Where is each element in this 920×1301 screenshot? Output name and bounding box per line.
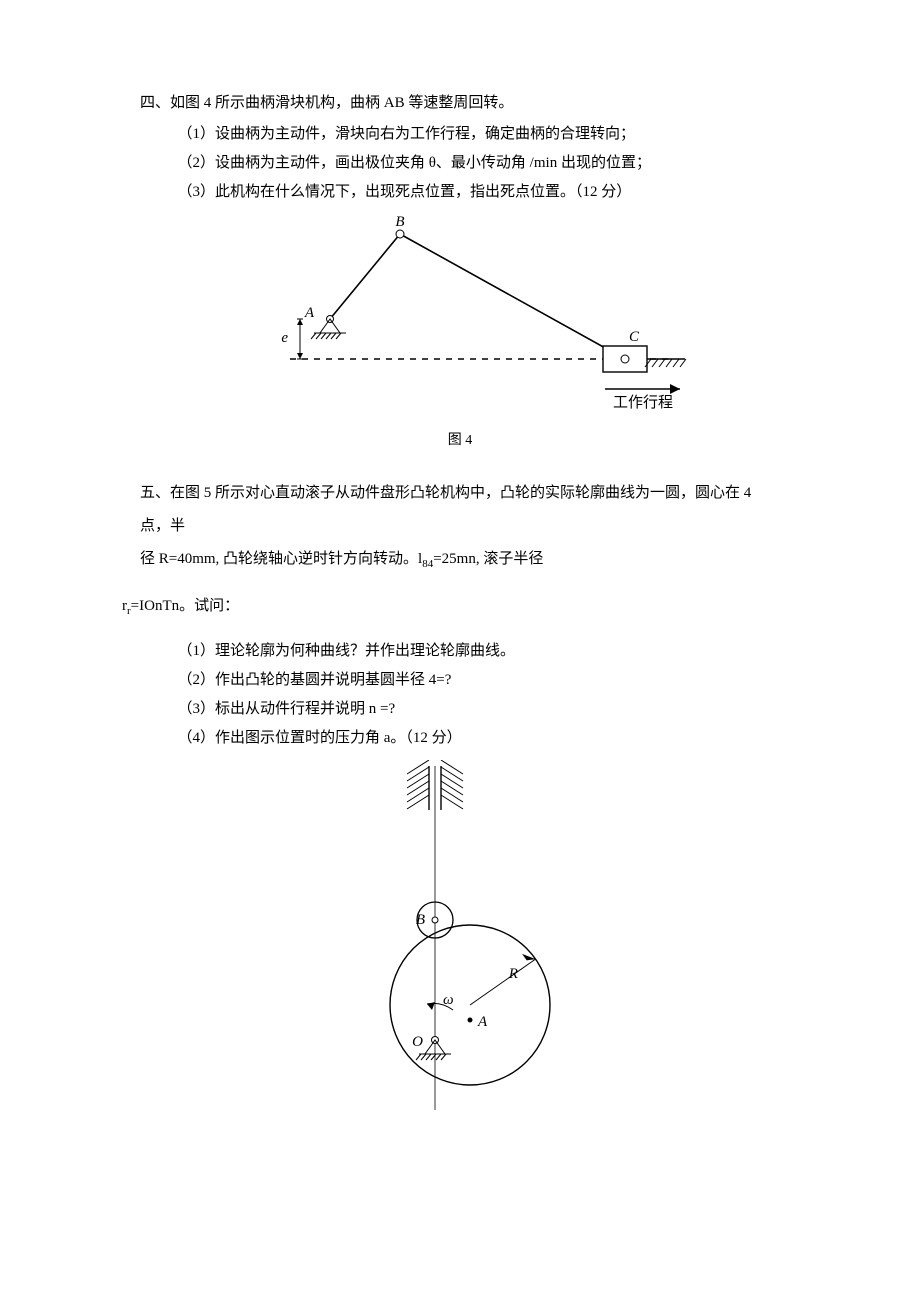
svg-text:e: e — [281, 330, 288, 346]
q5-para1: 五、在图 5 所示对心直动滚子从动件盘形凸轮机构中，凸轮的实际轮廓曲线为一圆，圆… — [140, 477, 780, 576]
q5-sub4: （4）作出图示位置时的压力角 a。（12 分） — [140, 725, 780, 752]
figure-5-svg: B O A Rω — [340, 760, 580, 1120]
q5-para1a: 五、在图 5 所示对心直动滚子从动件盘形凸轮机构中，凸轮的实际轮廓曲线为一圆，圆… — [140, 485, 751, 534]
q4-sub3: （3）此机构在什么情况下，出现死点位置，指出死点位置。（12 分） — [140, 179, 780, 206]
svg-text:R: R — [508, 966, 518, 982]
q5-sub1: （1）理论轮廓为何种曲线？并作出理论轮廓曲线。 — [140, 638, 780, 665]
svg-text:ω: ω — [443, 992, 454, 1008]
figure-4-svg: eA B C 工作行程 — [230, 214, 690, 414]
svg-text:A: A — [304, 305, 315, 321]
q5-sub2: （2）作出凸轮的基圆并说明基圆半径 4=? — [140, 667, 780, 694]
svg-text:B: B — [416, 912, 425, 928]
svg-text:O: O — [412, 1034, 423, 1050]
q5-sub3: （3）标出从动件行程并说明 n =? — [140, 696, 780, 723]
q4-head: 四、如图 4 所示曲柄滑块机构，曲柄 AB 等速整周回转。 — [140, 90, 780, 117]
q5-para2: rr=IOnTn。试问： — [122, 590, 780, 623]
q5-para1b-sub: 84 — [422, 558, 433, 570]
q5-para2-tail: =IOnTn。试问： — [131, 598, 239, 614]
svg-text:工作行程: 工作行程 — [613, 394, 673, 411]
page: 四、如图 4 所示曲柄滑块机构，曲柄 AB 等速整周回转。 （1）设曲柄为主动件… — [0, 0, 920, 1214]
svg-text:A: A — [477, 1014, 488, 1030]
q4-sub1: （1）设曲柄为主动件，滑块向右为工作行程，确定曲柄的合理转向； — [140, 121, 780, 148]
svg-text:B: B — [395, 214, 404, 230]
figure-5: B O A Rω — [140, 760, 780, 1130]
figure-4-caption: 图 4 — [140, 428, 780, 453]
q4-sub2: （2）设曲柄为主动件，画出极位夹角 θ、最小传动角 /min 出现的位置； — [140, 150, 780, 177]
svg-text:C: C — [629, 329, 640, 345]
q5-para1b: 径 R=40mm, 凸轮绕轴心逆时针方向转动。l — [140, 551, 422, 567]
figure-4: eA B C 工作行程 图 4 — [140, 214, 780, 453]
q5-para1b-tail: =25mn, 滚子半径 — [433, 551, 543, 567]
